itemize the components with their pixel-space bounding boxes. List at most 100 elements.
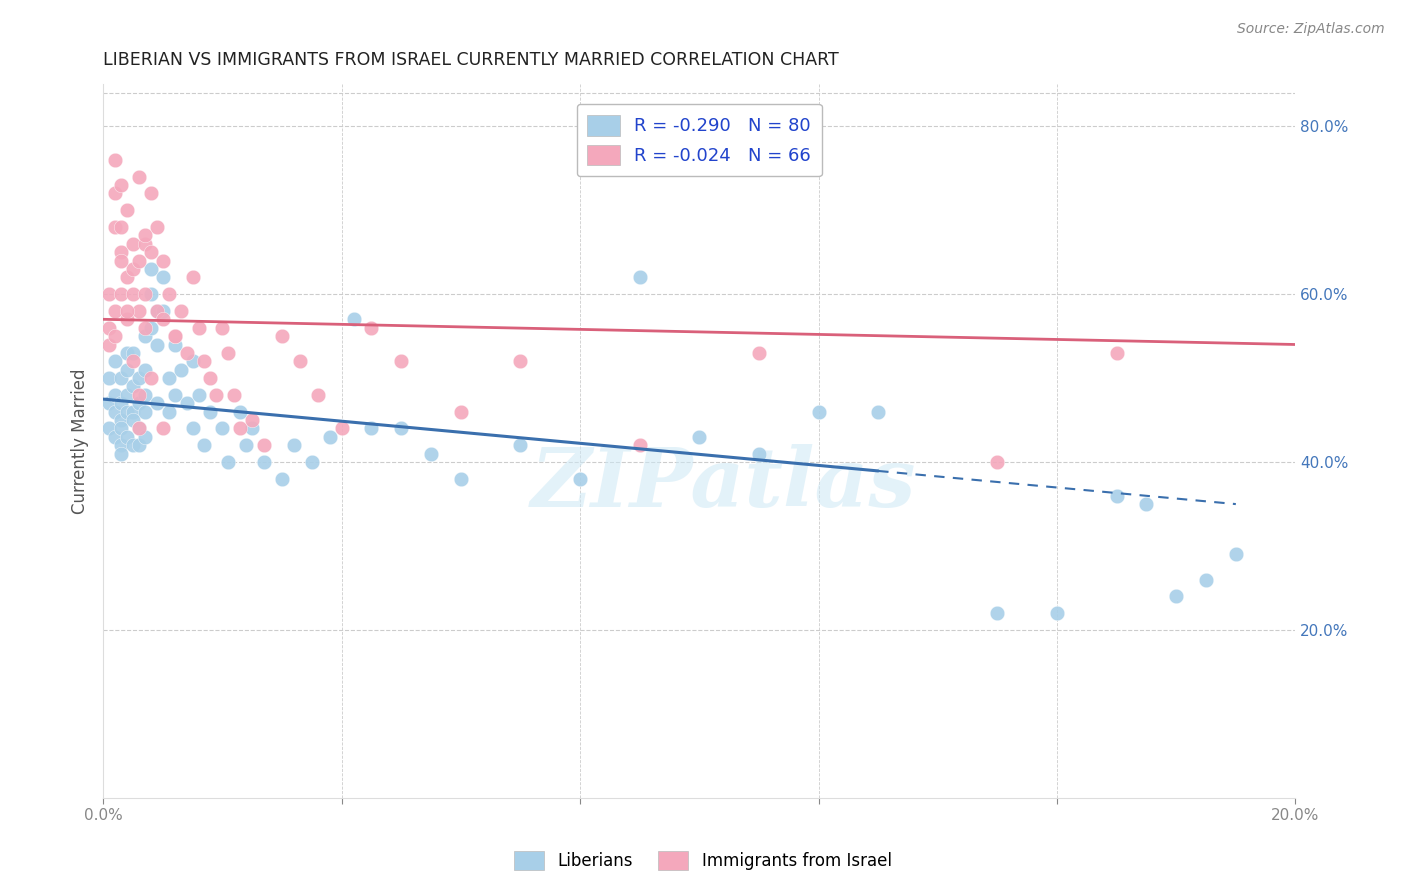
Point [389, 354, 412, 368]
Point [157, 405, 180, 419]
Point [1046, 607, 1069, 621]
Point [420, 447, 443, 461]
Point [110, 253, 132, 268]
Point [748, 447, 770, 461]
Point [748, 346, 770, 360]
Point [98, 320, 121, 334]
Point [139, 320, 162, 334]
Point [1105, 346, 1128, 360]
Point [134, 430, 156, 444]
Point [115, 405, 138, 419]
Point [139, 287, 162, 301]
Point [235, 438, 257, 452]
Point [134, 362, 156, 376]
Point [187, 388, 209, 402]
Point [128, 421, 150, 435]
Point [98, 421, 121, 435]
Point [271, 472, 294, 486]
Point [134, 287, 156, 301]
Point [509, 354, 531, 368]
Point [360, 320, 382, 334]
Point [110, 396, 132, 410]
Point [110, 178, 132, 192]
Point [807, 405, 830, 419]
Point [104, 186, 127, 201]
Point [104, 153, 127, 167]
Point [134, 388, 156, 402]
Point [146, 219, 169, 234]
Point [152, 270, 174, 285]
Point [163, 329, 186, 343]
Point [181, 354, 204, 368]
Legend: Liberians, Immigrants from Israel: Liberians, Immigrants from Israel [508, 844, 898, 877]
Point [240, 421, 263, 435]
Point [122, 405, 145, 419]
Point [628, 270, 651, 285]
Point [139, 371, 162, 385]
Point [253, 438, 276, 452]
Point [139, 261, 162, 276]
Point [128, 304, 150, 318]
Point [389, 421, 412, 435]
Point [110, 219, 132, 234]
Point [200, 371, 222, 385]
Point [868, 405, 890, 419]
Text: LIBERIAN VS IMMIGRANTS FROM ISRAEL CURRENTLY MARRIED CORRELATION CHART: LIBERIAN VS IMMIGRANTS FROM ISRAEL CURRE… [103, 51, 839, 69]
Point [128, 371, 150, 385]
Point [139, 245, 162, 260]
Point [450, 472, 472, 486]
Point [152, 253, 174, 268]
Point [134, 236, 156, 251]
Point [104, 219, 127, 234]
Point [115, 362, 138, 376]
Point [176, 346, 198, 360]
Point [205, 388, 228, 402]
Point [122, 438, 145, 452]
Point [163, 337, 186, 351]
Point [134, 329, 156, 343]
Point [122, 354, 145, 368]
Point [169, 362, 191, 376]
Point [271, 329, 294, 343]
Point [986, 607, 1008, 621]
Point [283, 438, 305, 452]
Point [217, 455, 239, 469]
Point [307, 388, 329, 402]
Point [146, 304, 169, 318]
Point [115, 312, 138, 326]
Point [193, 438, 215, 452]
Point [240, 413, 263, 427]
Point [122, 261, 145, 276]
Point [128, 438, 150, 452]
Point [122, 287, 145, 301]
Point [104, 405, 127, 419]
Point [1225, 548, 1247, 562]
Point [1105, 489, 1128, 503]
Point [128, 396, 150, 410]
Point [193, 354, 215, 368]
Point [253, 455, 276, 469]
Point [110, 421, 132, 435]
Point [509, 438, 531, 452]
Point [342, 312, 364, 326]
Point [115, 430, 138, 444]
Point [229, 405, 252, 419]
Point [98, 371, 121, 385]
Y-axis label: Currently Married: Currently Married [72, 368, 89, 514]
Point [1135, 497, 1157, 511]
Point [146, 304, 169, 318]
Point [98, 396, 121, 410]
Point [229, 421, 252, 435]
Point [104, 388, 127, 402]
Point [224, 388, 246, 402]
Point [152, 312, 174, 326]
Point [146, 396, 169, 410]
Point [211, 421, 233, 435]
Point [128, 169, 150, 184]
Point [152, 304, 174, 318]
Point [146, 337, 169, 351]
Point [128, 421, 150, 435]
Point [98, 287, 121, 301]
Point [115, 346, 138, 360]
Point [986, 455, 1008, 469]
